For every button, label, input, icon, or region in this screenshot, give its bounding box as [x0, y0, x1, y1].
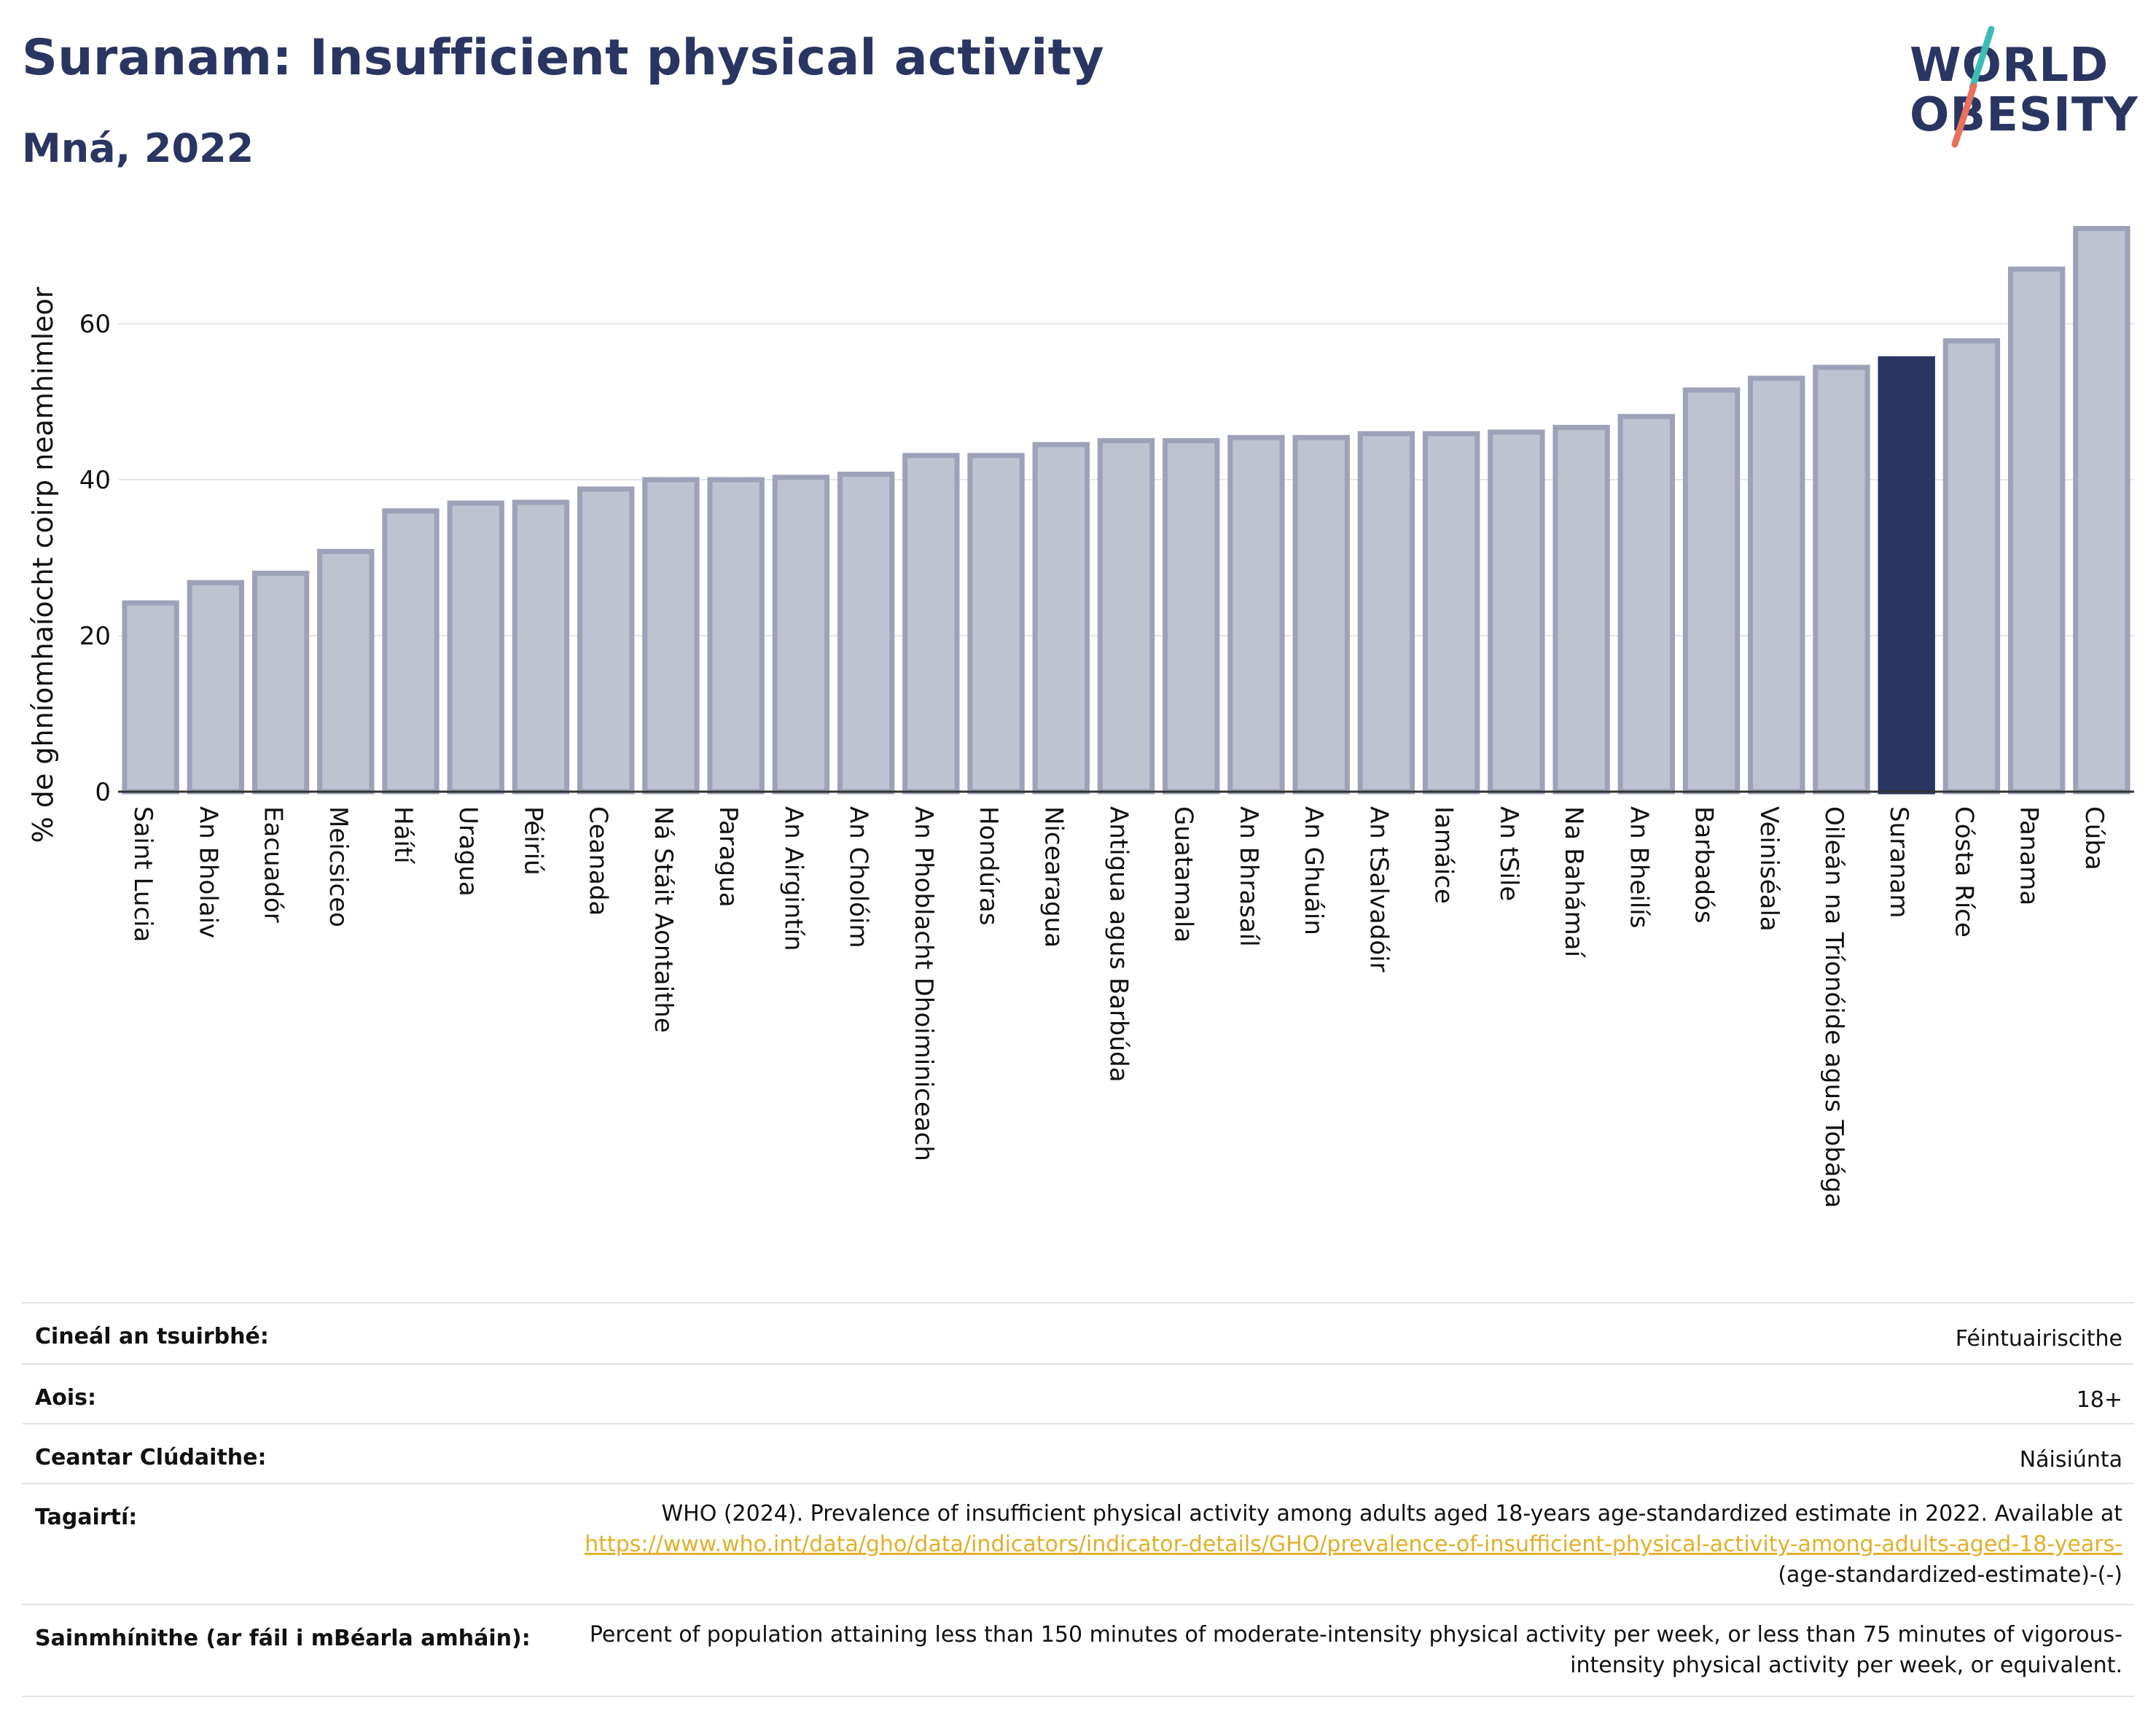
x-tick-label: Péiriú [518, 806, 547, 876]
x-tick-label: Eacuadór [259, 806, 288, 923]
bar-10 [707, 477, 765, 795]
bar-2 [187, 580, 245, 795]
info-row-age: Aois: 18+ [22, 1363, 2134, 1424]
bar-3 [251, 570, 310, 795]
survey-type-label: Cineál an tsuirbhé: [22, 1302, 576, 1365]
y-tick-label: 40 [79, 466, 111, 495]
info-row-definitions: Sainmhínithe (ar fáil i mBéarla amháin):… [22, 1604, 2134, 1697]
bar-25 [1682, 387, 1741, 795]
x-tick-label: Guatamala [1169, 806, 1198, 943]
bar-5 [382, 508, 440, 795]
x-tick-label: Nicearagua [1039, 806, 1068, 948]
references-link[interactable]: https://www.who.int/data/gho/data/indica… [585, 1532, 2122, 1557]
x-tick-label: An Ghuáin [1299, 806, 1328, 935]
bar-17 [1163, 438, 1220, 795]
bar-24 [1617, 413, 1675, 795]
y-tick-label: 60 [79, 310, 111, 339]
x-tick-label: An Bhrasaíl [1234, 806, 1263, 947]
x-tick-label: Saint Lucia [128, 806, 157, 942]
x-tick-label: Meicsiceo [324, 806, 353, 927]
references-text: WHO (2024). Prevalence of insufficient p… [661, 1501, 2122, 1527]
y-axis-label: % de ghníomhaíocht coirp neamhimleor [27, 286, 59, 843]
x-tick-label: An Airgintín [778, 806, 808, 951]
info-row-area: Ceantar Clúdaithe: Náisiúnta [22, 1423, 2134, 1484]
x-tick-label: Paragua [714, 806, 743, 908]
bar-28 [1878, 356, 1935, 795]
bar-7 [512, 499, 570, 795]
x-tick-label: Háítí [388, 806, 418, 865]
x-tick-label: Na Bahámaí [1559, 806, 1588, 959]
bar-9 [642, 477, 700, 795]
bar-12 [837, 472, 895, 795]
bar-chart: 0 20 40 60 Saint Lucia An Bholaiv Eacuadór Meic… [27, 225, 2134, 1208]
area-label: Ceantar Clúdaithe: [22, 1423, 576, 1484]
x-tick-label: Suranam [1884, 806, 1913, 918]
bar-27 [1813, 364, 1870, 795]
world-obesity-logo: WORLD OBESITY [1910, 22, 2139, 153]
bar-18 [1227, 434, 1285, 795]
bar-4 [317, 548, 375, 795]
age-value: 18+ [576, 1363, 2134, 1424]
chart-title: Suranam: Insufficient physical activity [22, 29, 1104, 87]
bar-13 [902, 453, 960, 795]
definitions-label: Sainmhínithe (ar fáil i mBéarla amháin): [22, 1604, 576, 1697]
bar-21 [1422, 431, 1480, 795]
x-tick-label: An tSalvadóir [1364, 806, 1393, 972]
x-tick-label: Ná Stáit Aontaithe [649, 806, 678, 1033]
logo-text-obesity: OBESITY [1910, 88, 2139, 142]
bar-22 [1488, 429, 1545, 795]
x-tick-label: An Cholóim [844, 806, 873, 948]
x-tick-label: Uragua [453, 806, 483, 897]
x-tick-label: Hondúras [974, 806, 1003, 926]
x-tick-label: Antigua agus Barbúda [1104, 806, 1133, 1083]
references-suffix: (age-standardized-estimate)-(-) [1778, 1562, 2122, 1588]
bar-19 [1292, 434, 1350, 795]
bar-15 [1032, 442, 1090, 795]
x-tick-label: Ceanada [584, 806, 613, 916]
bar-8 [577, 486, 635, 795]
references-label: Tagairtí: [22, 1483, 576, 1605]
bar-1 [122, 600, 179, 795]
info-table: Cineál an tsuirbhé: Féintuairiscithe Aoi… [22, 1302, 2134, 1697]
x-tick-label: Cúba [2079, 806, 2109, 870]
bar-14 [967, 453, 1025, 795]
age-label: Aois: [22, 1363, 576, 1424]
x-tick-label: An Bholaiv [193, 806, 222, 938]
x-tick-label: Iamáice [1429, 806, 1458, 904]
logo-text-world: WORLD [1910, 39, 2109, 93]
info-row-references: Tagairtí: WHO (2024). Prevalence of insu… [22, 1483, 2134, 1605]
info-row-survey-type: Cineál an tsuirbhé: Féintuairiscithe [22, 1302, 2134, 1365]
area-value: Náisiúnta [576, 1423, 2134, 1484]
x-tick-label: Veiniséala [1754, 806, 1784, 932]
references-value: WHO (2024). Prevalence of insufficient p… [576, 1483, 2134, 1605]
bar-23 [1552, 424, 1610, 795]
survey-type-value: Féintuairiscithe [576, 1302, 2134, 1365]
bar-11 [772, 475, 830, 795]
bar-26 [1748, 375, 1805, 795]
logo-slash-icon [1951, 26, 1995, 148]
x-tick-label: Oileán na Tríonóide agus Tobága [1819, 806, 1848, 1208]
definitions-value: Percent of population attaining less tha… [576, 1604, 2134, 1697]
chart-subtitle: Mná, 2022 [22, 125, 254, 171]
bar-20 [1357, 431, 1415, 795]
bar-6 [447, 500, 504, 795]
bar-30 [2007, 266, 2066, 795]
x-tick-label: An Bheilís [1624, 806, 1653, 928]
bar-29 [1942, 338, 2001, 795]
x-tick-label: An tSile [1494, 806, 1523, 901]
x-tick-label: An Phoblacht Dhoiminiceach [909, 806, 938, 1161]
bar-31 [2073, 225, 2130, 795]
x-tick-label: Barbadós [1690, 806, 1719, 924]
x-tick-label: Panama [2015, 806, 2044, 905]
x-tick-label: Cósta Ríce [1949, 806, 1978, 937]
y-tick-label: 0 [95, 778, 111, 807]
bar-16 [1097, 438, 1155, 795]
y-tick-label: 20 [79, 622, 111, 651]
